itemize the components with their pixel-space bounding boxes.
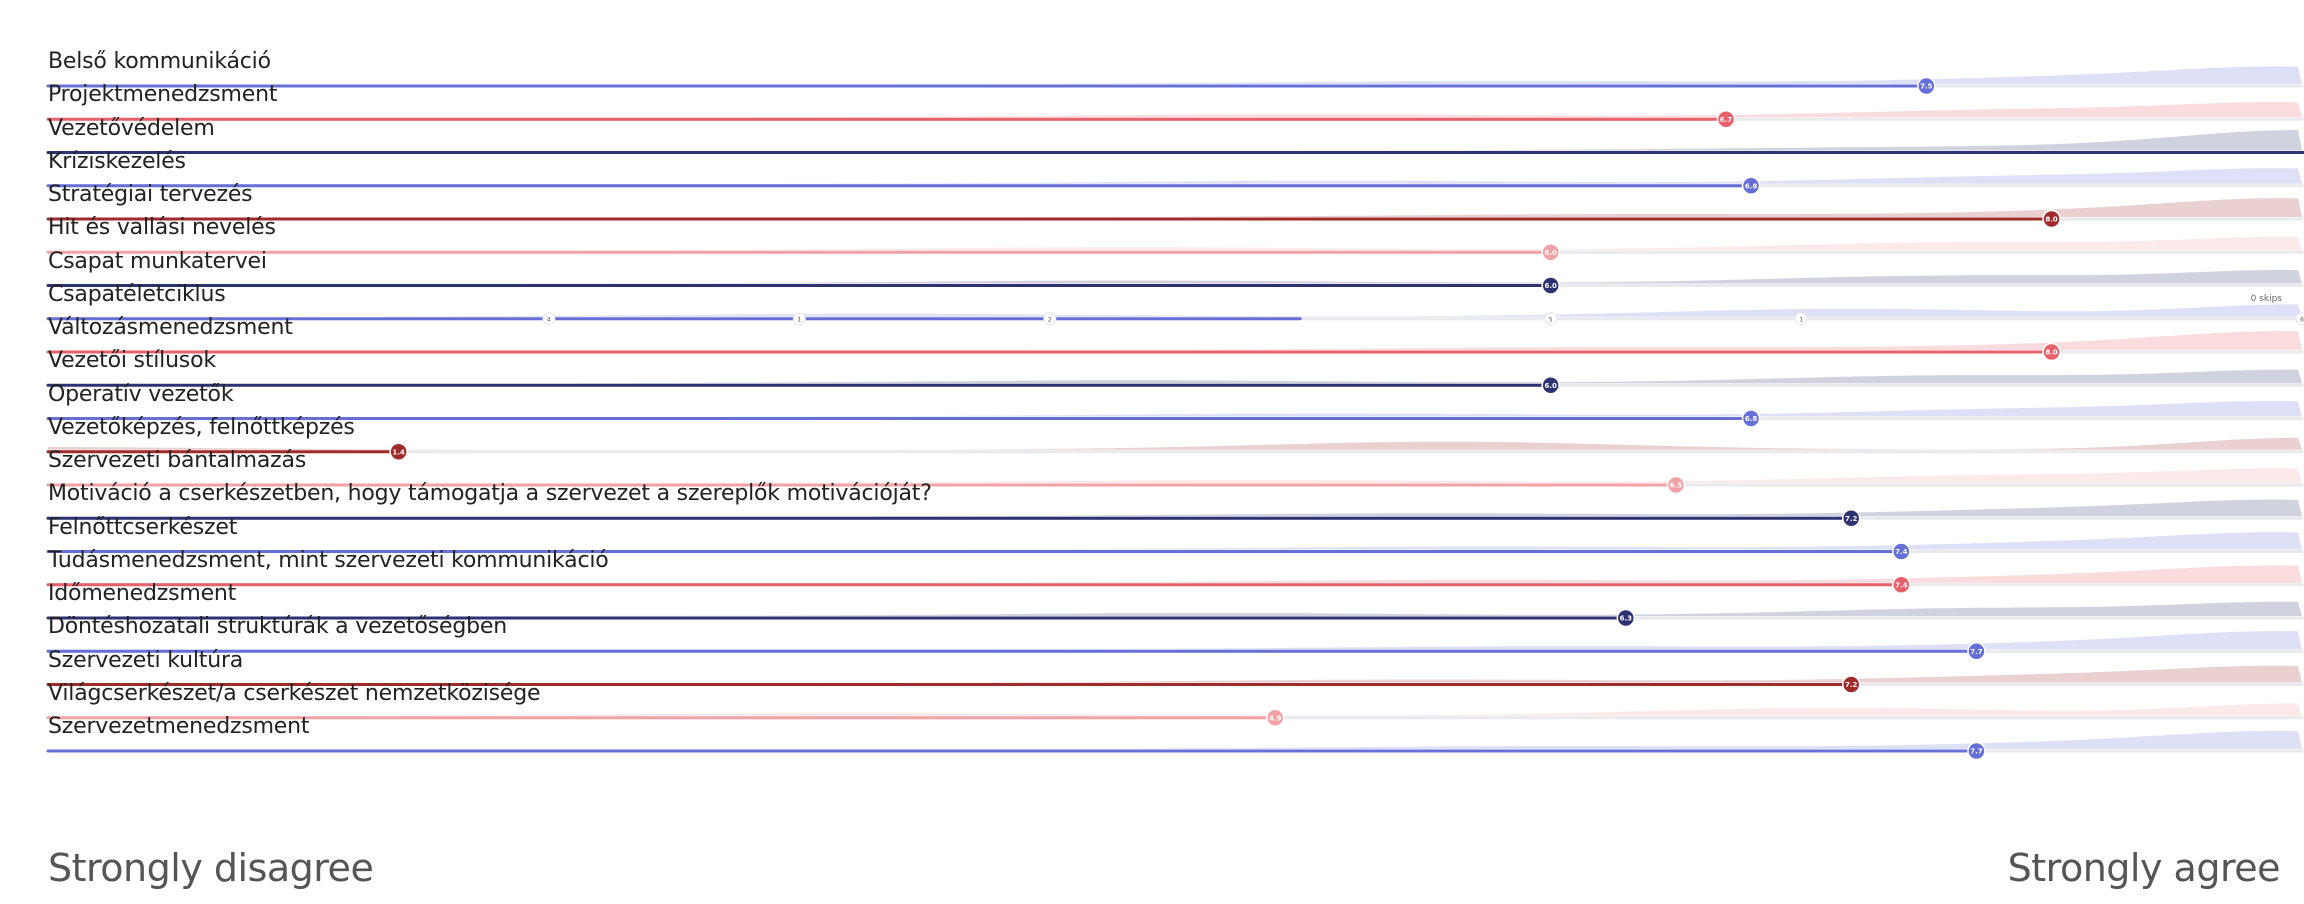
- value-marker: 7.5: [1917, 76, 1936, 96]
- value-marker: 4.9: [1265, 708, 1285, 727]
- count-marker-label: 5: [1549, 316, 1553, 323]
- distribution-area: [48, 198, 2302, 217]
- row-label: Szervezeti bántalmazás: [48, 448, 307, 473]
- value-marker-label: 8.0: [2045, 216, 2058, 224]
- value-marker-label: 6.8: [1745, 415, 1758, 423]
- row-label: Tudásmenedzsment, mint szervezeti kommun…: [48, 547, 609, 573]
- value-marker: 7.2: [1841, 675, 1861, 694]
- row-label: Belső kommunikáció: [48, 49, 271, 74]
- value-marker: 6.0: [1541, 276, 1560, 295]
- distribution-area: [48, 331, 2302, 350]
- distribution-area: [48, 730, 2302, 749]
- row-label: Döntéshozatali struktúrák a vezetőségben: [48, 614, 507, 640]
- value-marker: 1.4: [389, 442, 408, 461]
- value-marker-label: 6.5: [1670, 482, 1683, 490]
- distribution-area: [48, 565, 2302, 583]
- value-marker-label: 6.3: [1620, 615, 1633, 623]
- value-marker-label: 6.8: [1745, 182, 1758, 190]
- row-label: Projektmenedzsment: [48, 82, 278, 108]
- value-marker: 6.8: [1741, 409, 1761, 428]
- distribution-area: [48, 269, 2302, 284]
- row-label: Felnőttcserkészet: [48, 514, 238, 540]
- value-marker: 7.2: [1841, 509, 1861, 528]
- count-marker: 6: [2295, 312, 2304, 326]
- row-label: Szervezeti kultúra: [48, 647, 244, 673]
- value-marker: 7.7: [1967, 741, 1986, 761]
- count-marker-label: 2: [1048, 316, 1052, 323]
- distribution-area: [48, 168, 2302, 184]
- distribution-area: [48, 401, 2302, 417]
- value-marker: 6.0: [1541, 376, 1560, 395]
- row-label: Változásmenedzsment: [48, 315, 293, 340]
- row-label: Csapat munkatervei: [48, 248, 267, 274]
- row-label: Stratégiai tervezés: [48, 182, 253, 207]
- value-marker: 8.0: [2042, 209, 2061, 229]
- value-marker: 6.0: [1541, 243, 1560, 262]
- count-marker-label: 6: [2300, 316, 2304, 323]
- value-marker: 7.4: [1892, 575, 1911, 594]
- value-marker: 7.7: [1967, 642, 1986, 661]
- row-label: Időmenedzsment: [48, 581, 237, 606]
- value-marker: 6.7: [1716, 110, 1736, 129]
- value-marker-label: 1.4: [392, 448, 405, 456]
- value-marker: 6.3: [1616, 608, 1636, 628]
- distribution-area: [48, 601, 2302, 616]
- value-marker-label: 7.4: [1895, 581, 1908, 589]
- distribution-area: [48, 703, 2302, 716]
- count-marker: 1: [792, 312, 806, 326]
- value-marker-label: 6.0: [1544, 249, 1557, 257]
- distribution-area: [48, 304, 2302, 317]
- row-label: Kríziskezelés: [48, 148, 186, 174]
- value-marker: 6.8: [1741, 176, 1761, 195]
- row-label: Hit és vallási nevelés: [48, 215, 276, 241]
- distribution-area: [48, 468, 2302, 483]
- distribution-area: [48, 66, 2302, 84]
- row-label: Világcserkészet/a cserkészet nemzetközis…: [48, 680, 541, 706]
- distribution-area: [48, 102, 2302, 118]
- value-marker-label: 6.7: [1720, 116, 1733, 124]
- value-marker-label: 6.0: [1544, 282, 1557, 290]
- value-marker-label: 7.2: [1845, 515, 1858, 523]
- value-marker: 8.0: [2042, 342, 2061, 362]
- row-label: Csapatéletciklus: [48, 281, 226, 307]
- row-label: Szervezetmenedzsment: [48, 714, 310, 739]
- distribution-area: [48, 631, 2302, 650]
- distribution-area: [48, 130, 2302, 151]
- distribution-area: [48, 236, 2302, 251]
- value-marker: 7.4: [1892, 542, 1911, 561]
- value-marker-label: 6.0: [1544, 382, 1557, 390]
- distribution-area: [48, 369, 2302, 384]
- value-marker-label: 7.4: [1895, 548, 1908, 556]
- row-label: Operatív vezetők: [48, 381, 234, 407]
- row-label: Vezetővédelem: [48, 115, 215, 141]
- row-label: Vezetői stílusok: [48, 348, 216, 374]
- distribution-area: [48, 437, 2302, 450]
- scale-min-label: Strongly disagree: [48, 846, 374, 890]
- row-label: Motiváció a cserkészetben, hogy támogatj…: [48, 481, 932, 507]
- count-marker-label: 4: [547, 316, 551, 323]
- value-marker-label: 4.9: [1269, 714, 1282, 722]
- count-marker-label: 1: [1799, 316, 1803, 323]
- count-marker: 4: [542, 312, 556, 326]
- value-marker-label: 7.7: [1970, 748, 1983, 756]
- distribution-area: [48, 499, 2302, 517]
- value-marker: 6.5: [1666, 475, 1686, 495]
- count-marker: 1: [1794, 312, 1808, 326]
- distribution-area: [48, 532, 2302, 550]
- skips-note: 0 skips: [2250, 294, 2282, 304]
- count-marker: 2: [1043, 312, 1057, 326]
- scale-max-label: Strongly agree: [2007, 846, 2281, 890]
- value-marker-label: 7.7: [1970, 648, 1983, 656]
- count-marker-label: 1: [797, 316, 801, 323]
- value-marker-label: 7.2: [1845, 681, 1858, 689]
- distribution-area: [48, 665, 2302, 683]
- row-label: Vezetőképzés, felnőttképzés: [48, 414, 355, 440]
- value-marker-label: 8.0: [2045, 349, 2058, 357]
- count-marker: 5: [1544, 312, 1558, 326]
- value-marker-label: 7.5: [1920, 83, 1933, 91]
